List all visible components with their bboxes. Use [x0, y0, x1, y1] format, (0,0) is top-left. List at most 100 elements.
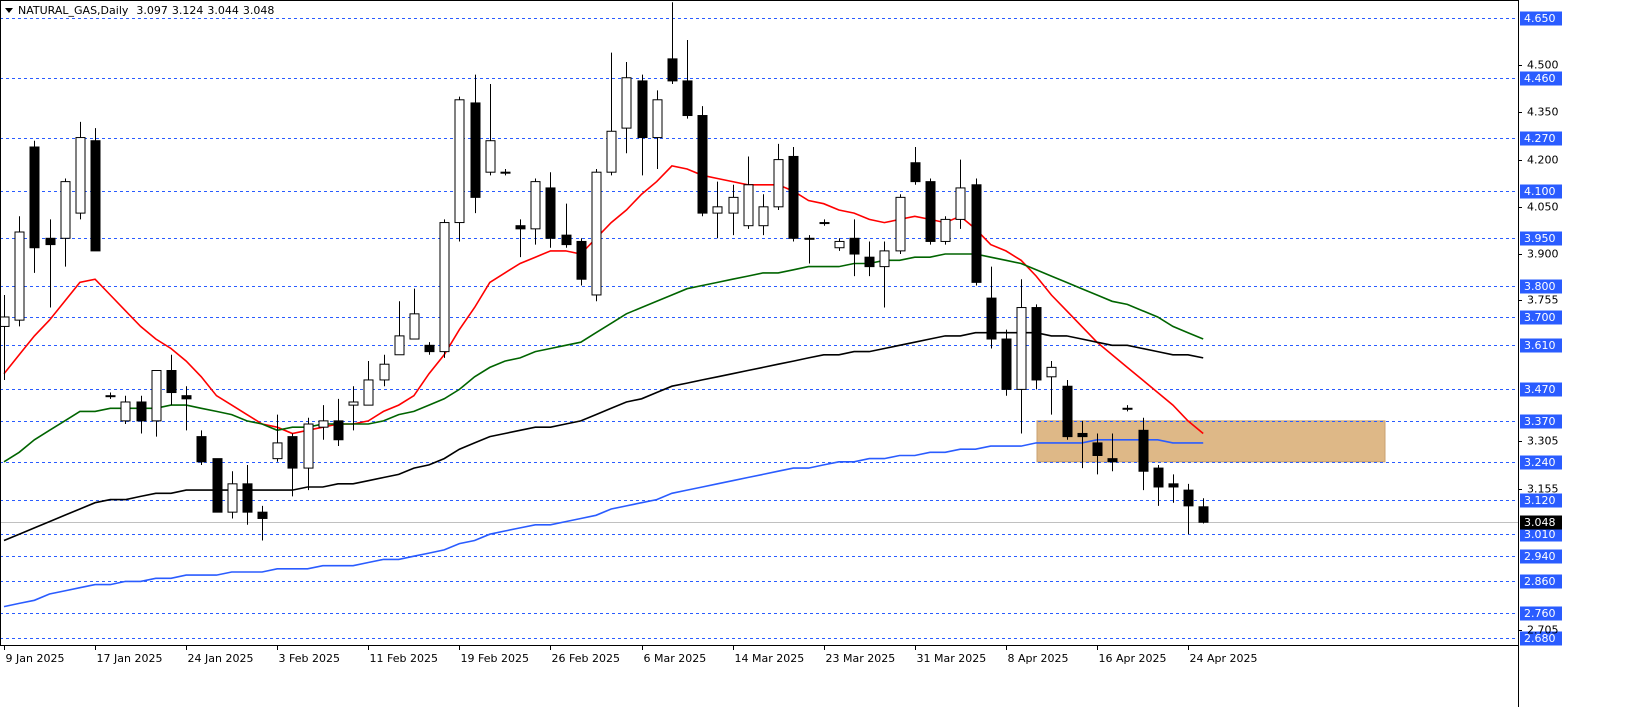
- candle-body: [60, 181, 71, 239]
- candle-body: [576, 240, 587, 280]
- candle-body: [379, 363, 390, 381]
- x-tick-label: 16 Apr 2025: [1099, 652, 1167, 665]
- level-label-box: [1520, 455, 1562, 470]
- moving-average: [3, 165, 1204, 435]
- candle-layer: [0, 2, 1209, 541]
- level-label-box: [1520, 527, 1562, 542]
- y-tick-label: 4.050: [1527, 201, 1559, 214]
- header-low: 3.044: [207, 4, 239, 17]
- header-close: 3.048: [243, 4, 275, 17]
- candle-body: [879, 250, 890, 268]
- candle-body: [1077, 432, 1088, 438]
- level-label-box: [1520, 606, 1562, 621]
- candle-body: [1062, 385, 1073, 438]
- level-label: 3.700: [1524, 311, 1556, 324]
- x-tick-label: 31 Mar 2025: [917, 652, 987, 665]
- header-high: 3.124: [172, 4, 204, 17]
- candle-body: [1092, 442, 1103, 456]
- chart-title: NATURAL_GAS,Daily: [18, 4, 129, 17]
- level-label-box: [1520, 382, 1562, 397]
- candle-body: [181, 395, 192, 400]
- candle-body: [1168, 483, 1179, 488]
- candle-body: [955, 187, 966, 220]
- candle-body: [257, 511, 268, 519]
- y-tick-label: 4.200: [1527, 154, 1559, 167]
- header-open: 3.097: [136, 4, 168, 17]
- candle-body: [1016, 307, 1027, 390]
- candle-body: [29, 146, 40, 249]
- level-label: 2.860: [1524, 575, 1556, 588]
- candle-body: [515, 225, 526, 230]
- level-label: 4.650: [1524, 12, 1556, 25]
- x-tick-label: 9 Jan 2025: [6, 652, 65, 665]
- candle-body: [90, 140, 101, 252]
- candle-body: [75, 137, 86, 214]
- candle-body: [1031, 307, 1042, 381]
- level-label-box: [1520, 71, 1562, 86]
- candle-body: [227, 483, 238, 513]
- y-tick-label: 3.755: [1527, 294, 1559, 307]
- candle-body: [545, 187, 556, 239]
- candle-body: [864, 256, 875, 268]
- candle-body: [637, 80, 648, 139]
- level-label-box: [1520, 574, 1562, 589]
- level-label: 4.460: [1524, 72, 1556, 85]
- candle-body: [394, 335, 405, 356]
- candle-body: [424, 344, 435, 353]
- candle-body: [530, 181, 541, 230]
- candle-body: [788, 155, 799, 239]
- level-label: 3.010: [1524, 528, 1556, 541]
- candle-body: [166, 370, 177, 394]
- level-label: 2.760: [1524, 607, 1556, 620]
- y-tick-label: 2.705: [1527, 624, 1559, 637]
- candle-body: [318, 420, 329, 428]
- candle-body: [439, 222, 450, 353]
- y-tick-label: 3.305: [1527, 435, 1559, 448]
- candle-body: [561, 234, 572, 246]
- candle-body: [409, 313, 420, 340]
- candle-body: [895, 196, 906, 252]
- level-label-box: [1520, 338, 1562, 353]
- candle-body: [196, 436, 207, 463]
- y-tick-label: 4.500: [1527, 59, 1559, 72]
- moving-average: [3, 253, 1204, 463]
- ma-layer: [3, 165, 1204, 608]
- level-label: 2.680: [1524, 632, 1556, 645]
- candle-body: [652, 99, 663, 139]
- level-label-box: [1520, 631, 1562, 646]
- level-label: 2.940: [1524, 550, 1556, 563]
- candle-body: [0, 316, 10, 327]
- candle-body: [1183, 489, 1194, 507]
- level-label: 3.470: [1524, 383, 1556, 396]
- candle-body: [303, 423, 314, 469]
- candle-body: [804, 237, 815, 240]
- level-label: 4.100: [1524, 185, 1556, 198]
- menu-triangle[interactable]: [5, 8, 13, 13]
- y-tick-label: 3.155: [1527, 483, 1559, 496]
- candle-body: [986, 297, 997, 340]
- candle-body: [849, 237, 860, 255]
- candle-body: [45, 237, 56, 246]
- level-label-box: [1520, 184, 1562, 199]
- level-label-box: [1520, 414, 1562, 429]
- x-tick-label: 19 Feb 2025: [461, 652, 529, 665]
- moving-average: [3, 439, 1204, 608]
- candle-body: [120, 401, 131, 422]
- candle-body: [242, 483, 253, 513]
- candle-body: [758, 206, 769, 227]
- candle-body: [712, 206, 723, 214]
- level-label-box: [1520, 131, 1562, 146]
- x-tick-label: 24 Jan 2025: [188, 652, 254, 665]
- y-tick-label: 3.900: [1527, 248, 1559, 261]
- candle-body: [485, 140, 496, 173]
- grid-layer: [0, 18, 1518, 639]
- candle-body: [1153, 467, 1164, 488]
- x-tick-label: 3 Feb 2025: [279, 652, 340, 665]
- level-label-box: [1520, 11, 1562, 26]
- candle-body: [454, 99, 465, 224]
- x-tick-label: 6 Mar 2025: [644, 652, 707, 665]
- level-label: 3.950: [1524, 232, 1556, 245]
- candle-body: [834, 240, 845, 249]
